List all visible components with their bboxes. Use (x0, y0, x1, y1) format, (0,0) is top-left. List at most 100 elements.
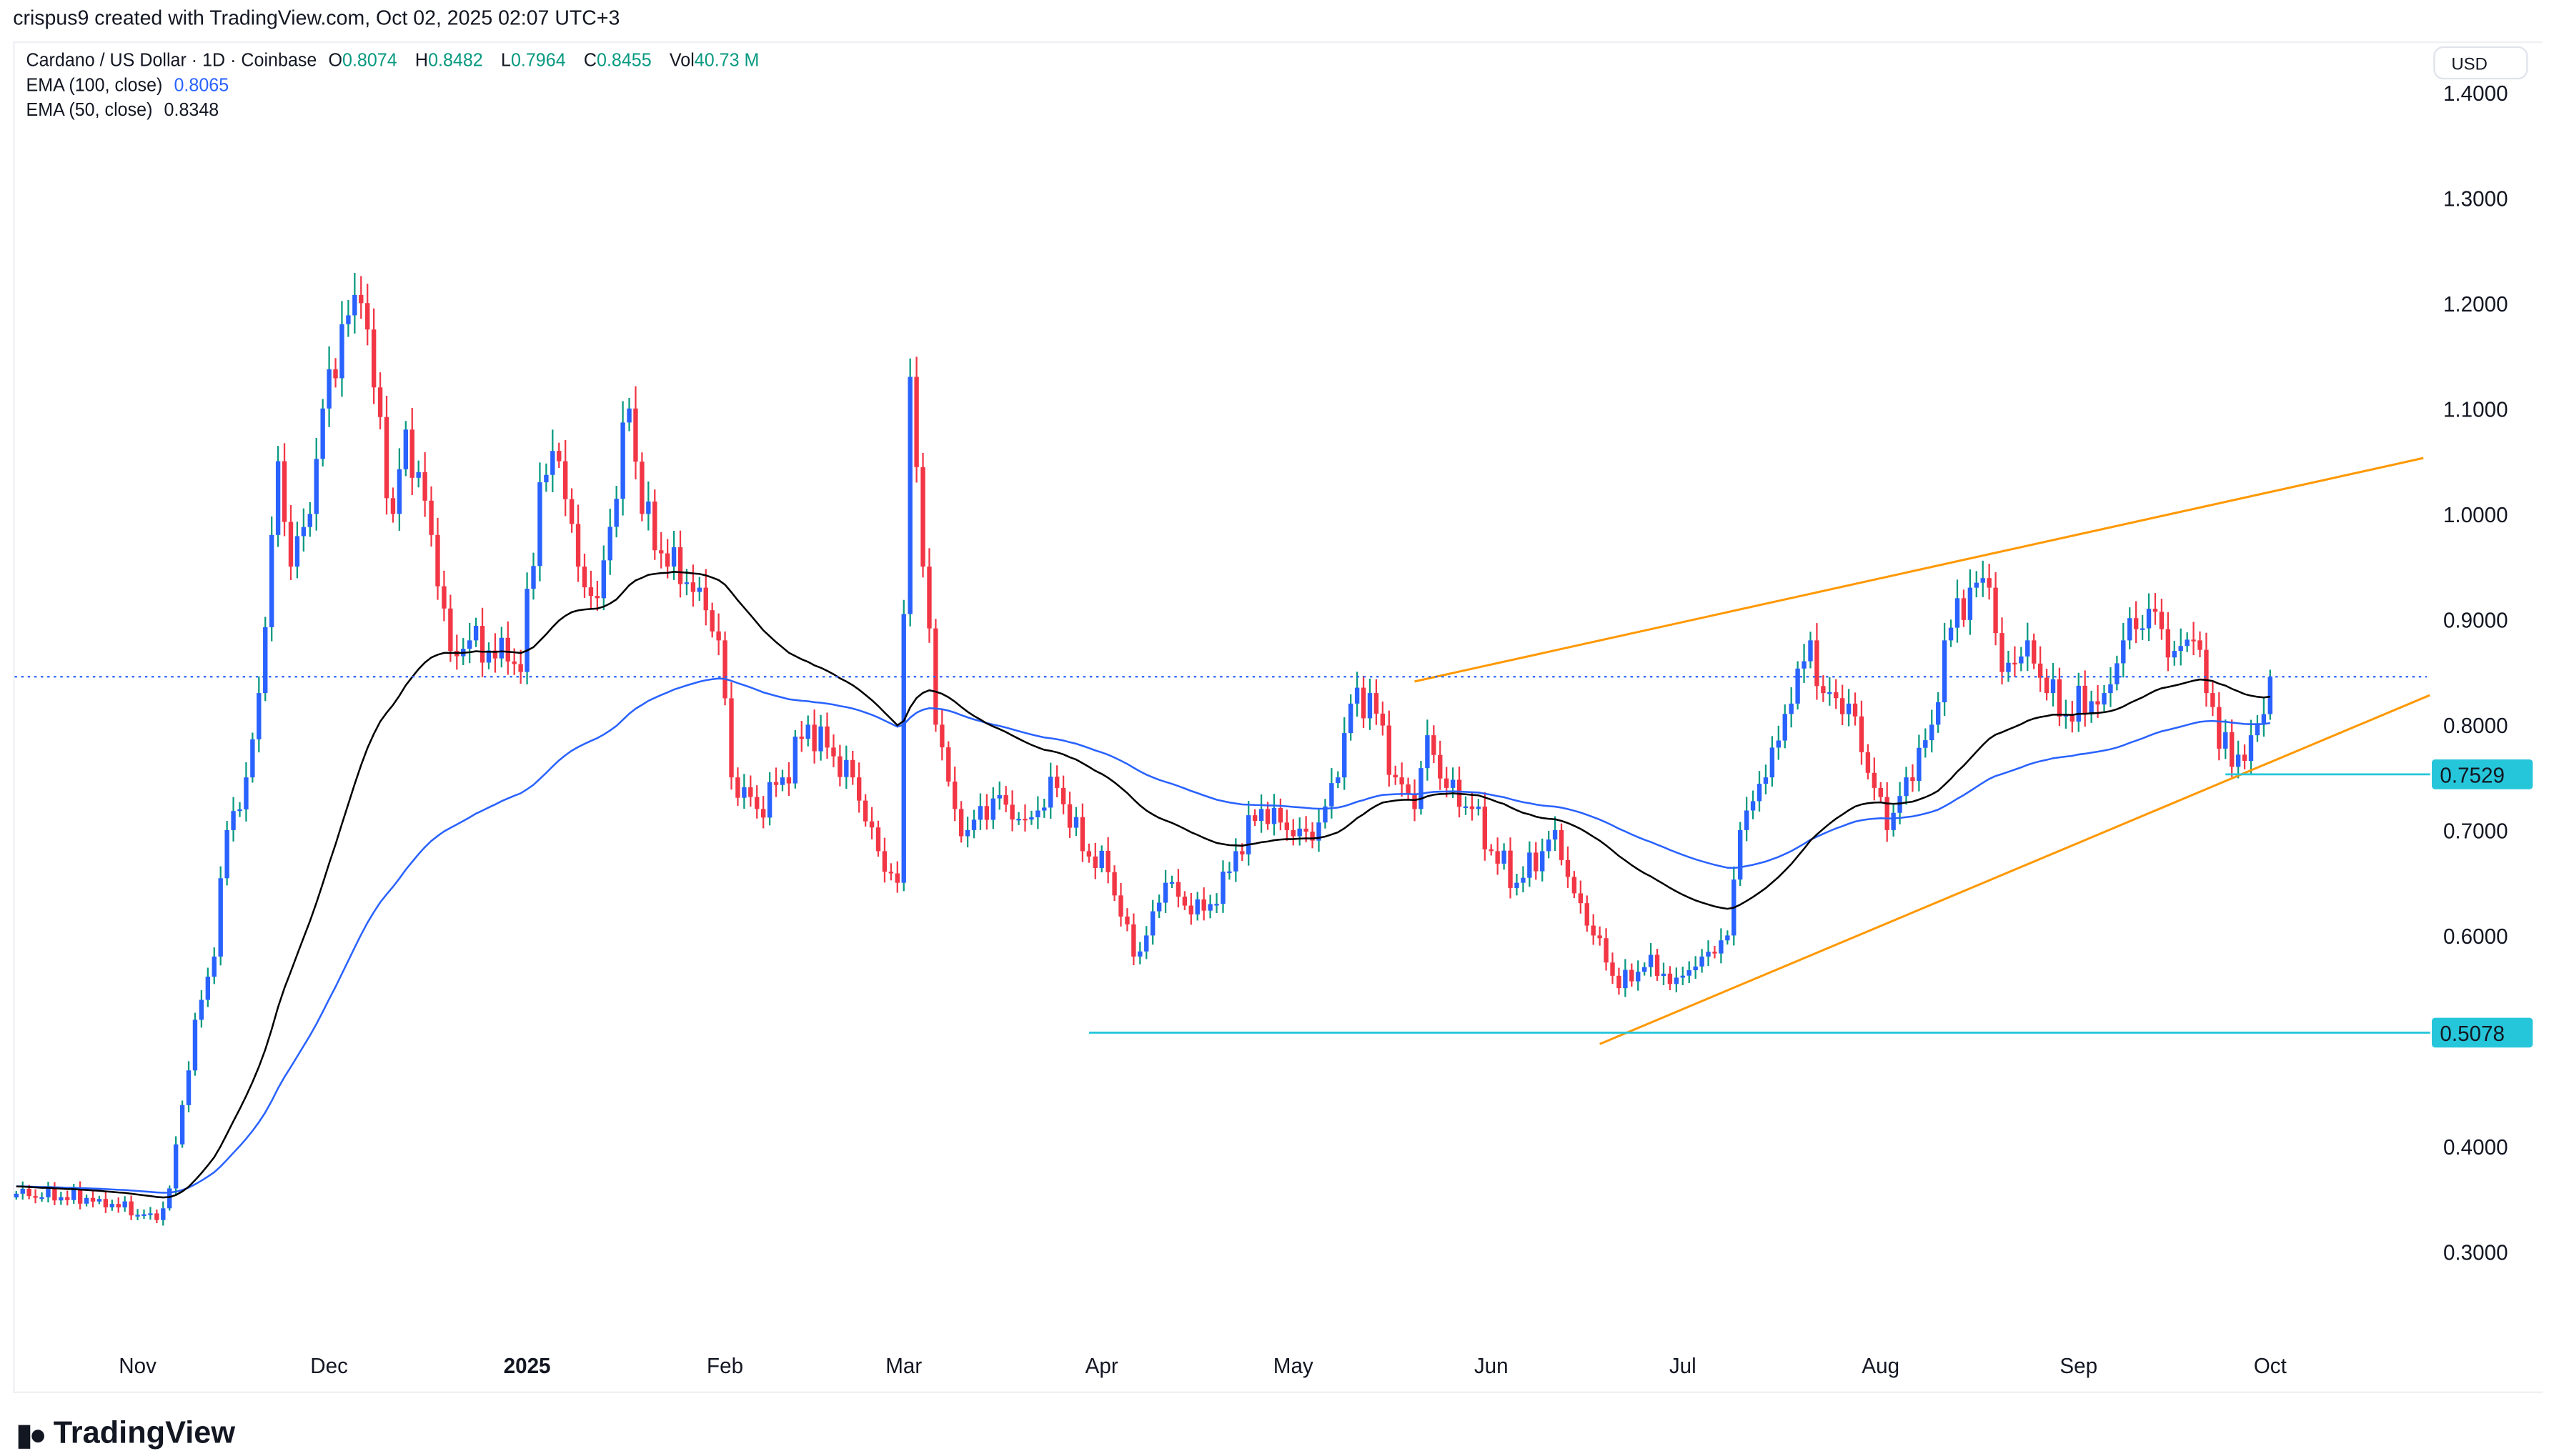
ema50-row[interactable]: EMA (50, close) 0.8348 (26, 99, 772, 124)
candle-body (1967, 587, 1973, 620)
candle-body (1623, 969, 1628, 989)
candle (1105, 837, 1110, 884)
candle (403, 421, 409, 477)
candle-body (1156, 902, 1162, 912)
symbol-label[interactable]: Cardano / US Dollar · 1D · Coinbase (26, 51, 317, 71)
x-axis-tick: Dec (310, 1355, 348, 1378)
candle-body (1534, 852, 1539, 872)
candle-body (722, 640, 727, 699)
candle-body (920, 467, 925, 567)
candle-body (1112, 872, 1117, 896)
candle-body (735, 777, 740, 798)
candle (882, 837, 888, 883)
x-axis-tick: 2025 (504, 1355, 551, 1378)
y-axis-tick: 0.3000 (2443, 1241, 2508, 1265)
tradingview-logo[interactable]: ▮● TradingView (16, 1416, 235, 1452)
candle-body (1846, 703, 1852, 714)
candle-body (2255, 723, 2260, 736)
candle-body (1252, 815, 1258, 821)
candle-body (1336, 777, 1341, 784)
candle (1291, 819, 1296, 846)
candle (2069, 701, 2075, 733)
candle-body (1604, 938, 1609, 963)
candle-body (96, 1199, 102, 1202)
candle (805, 715, 810, 747)
candle-body (767, 782, 772, 818)
candle (2223, 719, 2228, 759)
candle (1961, 589, 1967, 627)
candle (1661, 962, 1666, 985)
candle (863, 794, 868, 827)
candle-body (1948, 627, 1954, 641)
candle (2025, 622, 2030, 672)
candle-body (1361, 687, 1366, 719)
candle-body (1834, 692, 1839, 699)
candle-body (2235, 754, 2241, 767)
candle-body (1086, 851, 1092, 857)
candle-body (1578, 893, 1584, 904)
candle-body (729, 698, 734, 778)
candle-body (1559, 829, 1564, 860)
candle-body (1265, 809, 1271, 824)
candle-body (953, 781, 958, 809)
candle-body (2019, 656, 2024, 664)
candle (1565, 846, 1571, 888)
candle-body (1201, 899, 1206, 911)
candle-body (1508, 850, 1513, 888)
candle-body (2197, 640, 2202, 650)
candle (1654, 949, 1660, 981)
candle-body (544, 474, 549, 483)
candle-body (525, 589, 530, 672)
currency-button[interactable]: USD (2433, 46, 2528, 80)
candle (1686, 961, 1691, 984)
candle (1144, 926, 1149, 959)
candle-body (1291, 829, 1296, 837)
candle (990, 787, 996, 829)
candle (958, 801, 964, 843)
candle (1846, 689, 1852, 727)
candle (1782, 704, 1787, 749)
candle (2172, 641, 2177, 666)
candle-body (2267, 677, 2272, 714)
candle-body (863, 800, 868, 822)
ema100-value: 0.8065 (174, 76, 229, 96)
candle (199, 989, 204, 1028)
candle-body (895, 873, 900, 883)
candle-body (346, 315, 351, 324)
candle-body (2127, 618, 2132, 641)
candle (1884, 782, 1889, 842)
candle (844, 745, 849, 789)
candle-body (614, 499, 619, 527)
candle (537, 462, 542, 582)
candle-body (927, 567, 932, 629)
candle-body (2185, 639, 2190, 647)
ema100-row[interactable]: EMA (100, close) 0.8065 (26, 74, 772, 99)
candle-body (1980, 578, 1985, 583)
candle (2050, 662, 2056, 707)
candle-body (2248, 735, 2254, 762)
candle (422, 452, 427, 517)
candle (1482, 792, 1488, 861)
candle-body (1073, 817, 1079, 828)
candle-body (1386, 725, 1391, 775)
candle (780, 769, 785, 792)
candle-body (1227, 871, 1232, 874)
candle (1151, 899, 1156, 945)
candle (1073, 807, 1079, 837)
candle (965, 817, 970, 848)
candle (2261, 697, 2267, 737)
candle-body (333, 369, 338, 379)
candle (1489, 844, 1494, 856)
candle-body (1476, 807, 1481, 809)
candle-body (2076, 685, 2081, 722)
candle (167, 1185, 172, 1211)
candle (52, 1182, 57, 1205)
candle-body (557, 451, 562, 462)
candle-body (742, 787, 747, 798)
candle (122, 1196, 127, 1212)
candle-body (390, 498, 396, 514)
candle-body (307, 514, 312, 527)
candle (742, 774, 747, 809)
candle-body (825, 726, 830, 748)
